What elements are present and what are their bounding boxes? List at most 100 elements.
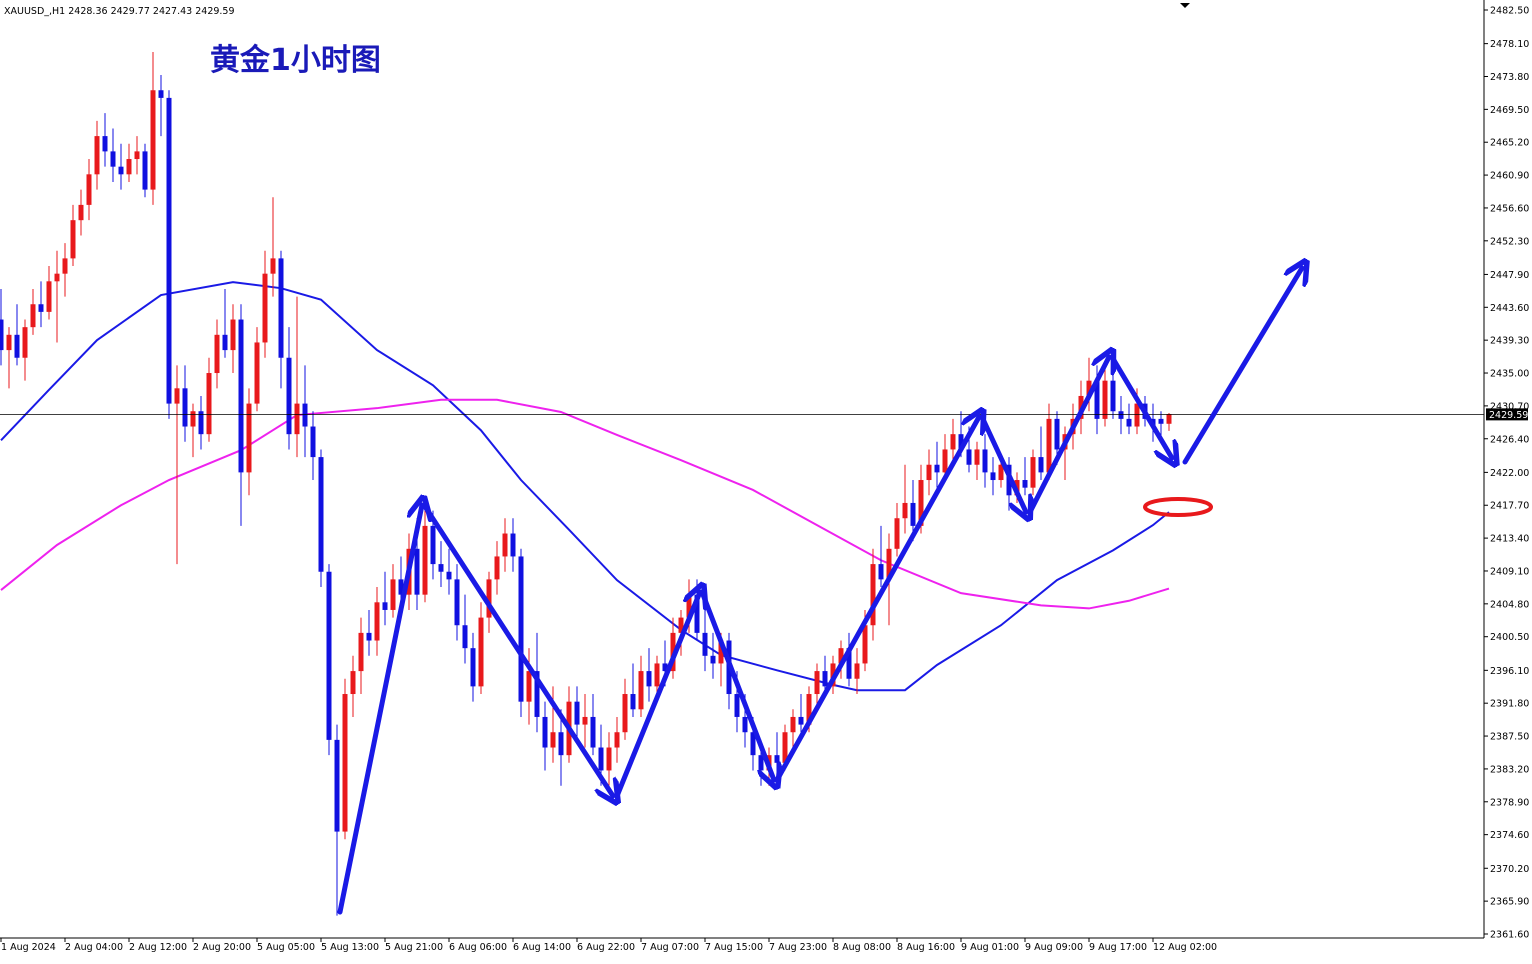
y-tick-label: 2482.50 <box>1490 6 1529 17</box>
x-tick-label: 1 Aug 2024 <box>1 942 56 953</box>
candle-body <box>814 671 820 695</box>
x-tick-label: 5 Aug 05:00 <box>257 942 315 953</box>
x-tick-label: 8 Aug 08:00 <box>833 942 891 953</box>
candle-body <box>798 716 804 725</box>
y-tick-label: 2361.60 <box>1490 930 1529 941</box>
header-high: 2429.77 <box>111 6 150 17</box>
candle-body <box>646 671 652 687</box>
candle-body <box>254 342 260 404</box>
candle-body <box>414 548 420 595</box>
candle-body <box>958 434 964 450</box>
y-tick-label: 2404.80 <box>1490 599 1529 610</box>
candle-body <box>510 533 516 557</box>
y-tick-label: 2400.50 <box>1490 632 1529 643</box>
candle-body <box>486 579 492 618</box>
x-tick-label: 6 Aug 06:00 <box>449 942 507 953</box>
candle-body <box>966 449 972 465</box>
candle-body <box>78 204 84 221</box>
candle-body <box>86 174 92 205</box>
y-tick-label: 2430.70 <box>1490 401 1529 412</box>
y-tick-label: 2426.40 <box>1490 434 1529 445</box>
candle-body <box>718 640 724 664</box>
candle-body <box>1126 418 1132 427</box>
y-tick-label: 2409.10 <box>1490 566 1529 577</box>
candle-body <box>286 357 292 435</box>
candle-body <box>878 564 884 580</box>
candle-body <box>862 625 868 664</box>
candle-body <box>1022 480 1028 488</box>
y-tick-label: 2374.60 <box>1490 830 1529 841</box>
candle-body <box>30 304 36 328</box>
y-tick-label: 2383.20 <box>1490 764 1529 775</box>
candle-body <box>462 625 468 649</box>
support-marker <box>1143 497 1213 517</box>
candle-body <box>118 166 124 175</box>
candle-body <box>942 449 948 473</box>
candle-body <box>982 449 988 473</box>
candle-body <box>1158 418 1164 424</box>
candle-body <box>126 159 132 175</box>
candle-body <box>598 747 604 771</box>
candle-body <box>630 694 636 710</box>
candle-body <box>790 716 796 733</box>
candle-body <box>342 694 348 832</box>
price-label-box <box>1486 408 1528 421</box>
y-tick-label: 2417.70 <box>1490 501 1529 512</box>
candle-body <box>838 648 844 664</box>
x-tick-label: 9 Aug 17:00 <box>1089 942 1147 953</box>
candle-body <box>278 258 284 358</box>
chart-header: XAUUSD_,H1 2428.36 2429.77 2427.43 2429.… <box>4 6 235 17</box>
candle-body <box>102 136 108 152</box>
candle-body <box>222 334 228 351</box>
candle-body <box>22 327 28 358</box>
candle-body <box>742 716 748 733</box>
y-tick-label: 2465.20 <box>1490 138 1529 149</box>
candle-body <box>214 334 220 374</box>
candle-body <box>822 671 828 687</box>
shift-marker <box>1180 3 1190 8</box>
candle-body <box>934 464 940 473</box>
candle-body <box>422 525 428 595</box>
candle-body <box>854 663 860 679</box>
candle-body <box>998 464 1004 481</box>
x-tick-label: 6 Aug 14:00 <box>513 942 571 953</box>
candle-body <box>622 694 628 733</box>
y-tick-label: 2439.30 <box>1490 336 1529 347</box>
candle-body <box>870 564 876 626</box>
candle-body <box>158 90 164 98</box>
candle-body <box>1030 457 1036 488</box>
candle-body <box>1134 403 1140 427</box>
candle-body <box>502 533 508 557</box>
candle-body <box>334 739 340 832</box>
x-tick-label: 2 Aug 04:00 <box>65 942 123 953</box>
candle-body <box>734 694 740 717</box>
candle-body <box>110 151 116 167</box>
candle-body <box>326 571 332 740</box>
candle-body <box>182 388 188 427</box>
candle-body <box>1094 380 1100 419</box>
candle-body <box>702 632 708 656</box>
y-tick-label: 2469.50 <box>1490 105 1529 116</box>
candle-body <box>446 571 452 580</box>
candle-body <box>174 388 180 404</box>
trend-arrows <box>337 268 1302 915</box>
candle-body <box>782 732 788 763</box>
candle-body <box>6 334 12 351</box>
header-close: 2429.59 <box>195 6 234 17</box>
y-tick-label: 2422.00 <box>1490 468 1529 479</box>
x-tick-label: 8 Aug 16:00 <box>897 942 955 953</box>
candle-body <box>534 671 540 717</box>
candle-body <box>14 334 20 358</box>
candle-body <box>614 732 620 748</box>
candle-body <box>454 579 460 626</box>
candle-body <box>38 304 44 312</box>
candle-body <box>166 97 172 404</box>
candle-body <box>70 220 76 259</box>
x-tick-label: 2 Aug 20:00 <box>193 942 251 953</box>
candle-body <box>430 525 436 565</box>
y-tick-label: 2370.20 <box>1490 864 1529 875</box>
candle-body <box>574 701 580 725</box>
moving-average <box>0 281 1170 692</box>
y-tick-label: 2391.80 <box>1490 699 1529 710</box>
y-tick-label: 2413.40 <box>1490 534 1529 545</box>
